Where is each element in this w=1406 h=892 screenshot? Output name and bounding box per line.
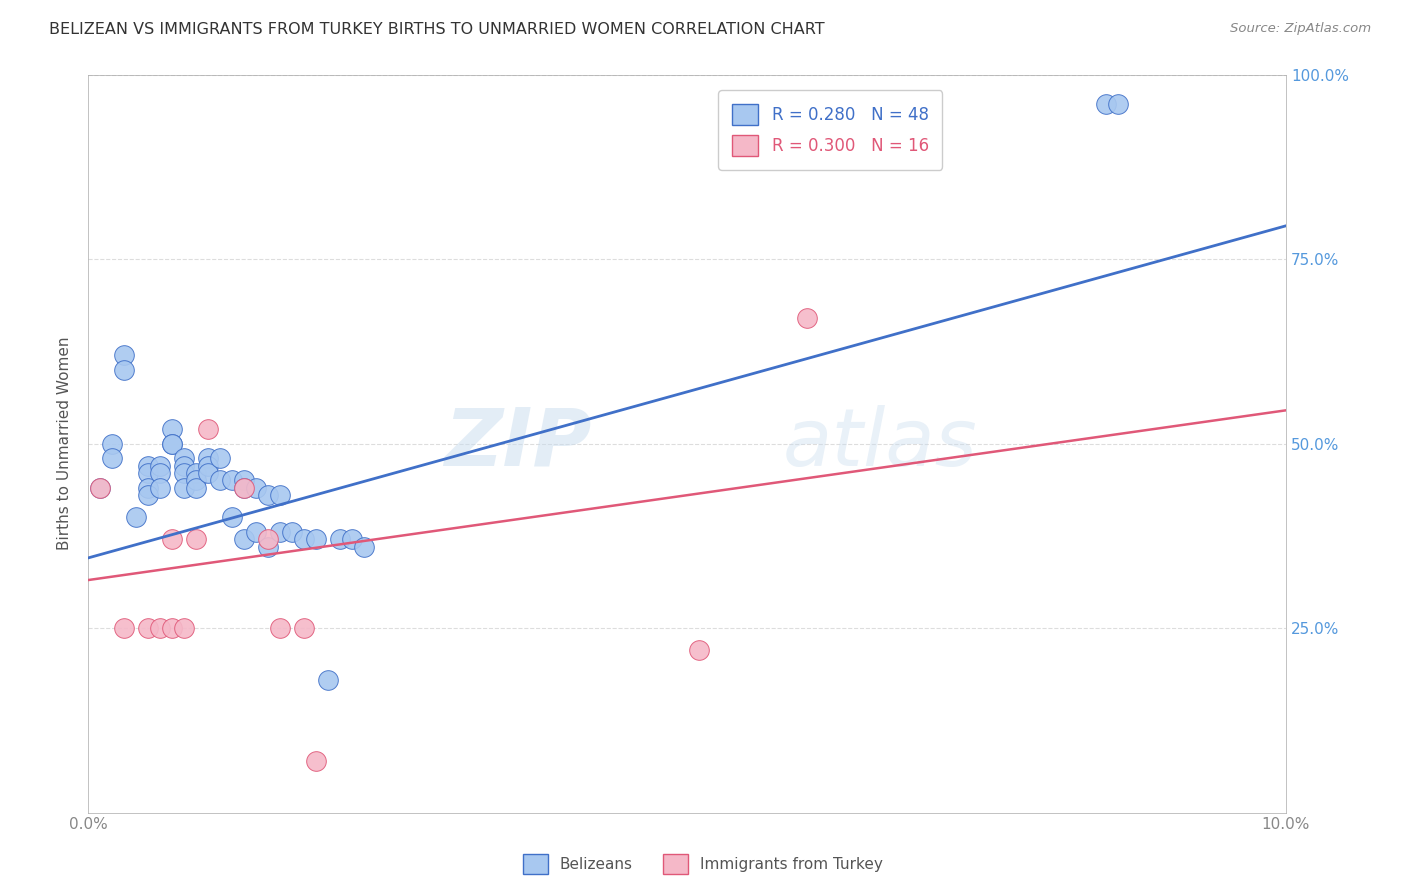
Point [184,533,207,547]
Point [184,481,207,495]
Point [125,510,148,524]
Point [136,621,159,635]
Point [688,643,710,657]
Point [208,451,231,466]
Point [232,474,254,488]
Point [173,621,195,635]
Point [269,488,291,502]
Point [149,458,172,473]
Point [340,533,363,547]
Point [269,621,291,635]
Point [292,621,315,635]
Point [160,621,183,635]
Point [281,525,304,540]
Point [197,451,219,466]
Point [197,466,219,480]
Point [292,533,315,547]
Point [1107,97,1129,112]
Point [160,422,183,436]
Point [184,474,207,488]
Point [112,621,135,635]
Point [353,540,375,554]
Point [197,458,219,473]
Point [112,362,135,376]
Legend: Belizeans, Immigrants from Turkey: Belizeans, Immigrants from Turkey [517,848,889,880]
Point [136,488,159,502]
Point [149,466,172,480]
Point [305,533,328,547]
Text: BELIZEAN VS IMMIGRANTS FROM TURKEY BIRTHS TO UNMARRIED WOMEN CORRELATION CHART: BELIZEAN VS IMMIGRANTS FROM TURKEY BIRTH… [49,22,825,37]
Y-axis label: Births to Unmarried Women: Births to Unmarried Women [58,337,72,550]
Point [232,533,254,547]
Legend: R = 0.280   N = 48, R = 0.300   N = 16: R = 0.280 N = 48, R = 0.300 N = 16 [718,90,942,169]
Point [101,436,124,450]
Point [269,525,291,540]
Point [232,481,254,495]
Point [160,533,183,547]
Point [101,451,124,466]
Point [232,481,254,495]
Point [136,466,159,480]
Point [245,481,267,495]
Point [256,533,278,547]
Point [149,481,172,495]
Text: ZIP: ZIP [444,405,592,483]
Point [136,481,159,495]
Point [1095,97,1118,112]
Point [245,525,267,540]
Point [89,481,111,495]
Point [329,533,352,547]
Text: Source: ZipAtlas.com: Source: ZipAtlas.com [1230,22,1371,36]
Point [173,458,195,473]
Point [112,348,135,362]
Point [796,311,818,326]
Point [221,510,243,524]
Point [160,436,183,450]
Point [173,451,195,466]
Point [184,466,207,480]
Point [316,673,339,687]
Point [149,621,172,635]
Point [160,436,183,450]
Point [197,422,219,436]
Point [221,474,243,488]
Point [136,458,159,473]
Point [173,481,195,495]
Point [256,488,278,502]
Point [305,754,328,768]
Point [173,466,195,480]
Text: atlas: atlas [783,405,977,483]
Point [89,481,111,495]
Point [208,474,231,488]
Point [256,540,278,554]
